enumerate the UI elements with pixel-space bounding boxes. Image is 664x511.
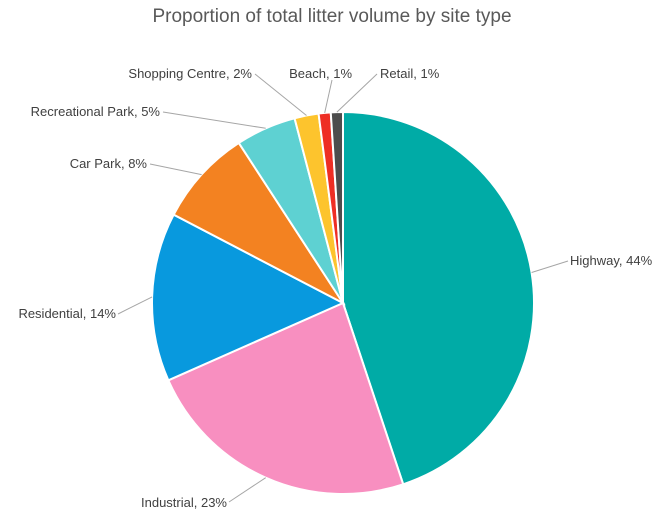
slice-label-recreational-park: Recreational Park, 5% bbox=[31, 104, 161, 119]
leader-line-car-park bbox=[149, 163, 202, 176]
pie-slices bbox=[151, 110, 535, 495]
slice-label-car-park: Car Park, 8% bbox=[70, 156, 148, 171]
slice-label-residential: Residential, 14% bbox=[18, 306, 116, 321]
leader-line-industrial bbox=[228, 477, 266, 503]
slice-label-industrial: Industrial, 23% bbox=[141, 495, 227, 510]
leader-line-retail bbox=[336, 73, 378, 113]
slice-label-highway: Highway, 44% bbox=[570, 253, 653, 268]
pie-slice-highway bbox=[342, 110, 535, 486]
leader-line-residential bbox=[117, 296, 153, 315]
pie-slice-car-park bbox=[172, 141, 346, 306]
leader-line-highway bbox=[531, 260, 569, 273]
leader-line-beach bbox=[324, 79, 333, 114]
slice-label-shopping-centre: Shopping Centre, 2% bbox=[128, 66, 252, 81]
slice-label-beach: Beach, 1% bbox=[289, 66, 352, 81]
leader-lines bbox=[117, 73, 569, 503]
slice-label-retail: Retail, 1% bbox=[380, 66, 440, 81]
pie-slice-retail bbox=[329, 110, 344, 304]
leader-line-shopping-centre bbox=[254, 73, 307, 116]
slice-labels: Highway, 44% Industrial, 23% Residential, … bbox=[18, 66, 652, 510]
chart-title: Proportion of total litter volume by sit… bbox=[152, 6, 511, 27]
pie-slice-residential bbox=[151, 213, 346, 382]
pie-slice-industrial bbox=[167, 301, 405, 495]
leader-line-recreational-park bbox=[162, 111, 266, 129]
